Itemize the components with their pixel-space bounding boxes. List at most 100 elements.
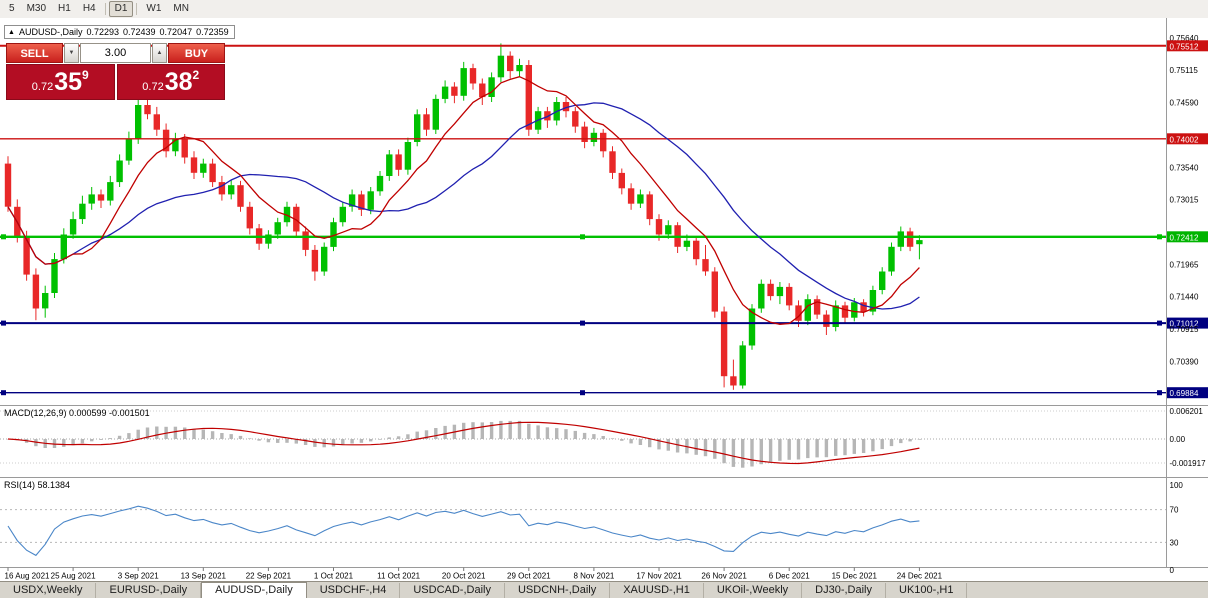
buy-price-pips: 38 — [164, 68, 193, 96]
panel-separators — [0, 18, 1208, 568]
volume-input[interactable] — [80, 43, 151, 63]
svg-text:30: 30 — [1170, 538, 1179, 547]
svg-text:17 Nov 2021: 17 Nov 2021 — [636, 572, 682, 581]
svg-text:29 Oct 2021: 29 Oct 2021 — [507, 572, 551, 581]
svg-text:0.71012: 0.71012 — [1170, 320, 1199, 329]
chart-tabs-bar: USDX,Weekly EURUSD-,Daily AUDUSD-,Daily USD… — [0, 581, 1208, 598]
line-handle[interactable] — [580, 234, 585, 240]
timeframe-button-h1[interactable]: H1 — [58, 3, 71, 14]
timeframe-toolbar: 5 M30 H1 H4 D1 W1 MN — [0, 0, 1208, 19]
chart-tab-xauusd[interactable]: XAUUSD-,H1 — [610, 583, 704, 598]
chart-marker-icon: ▲ — [8, 28, 15, 36]
sell-button[interactable]: SELL — [6, 43, 63, 63]
chart-title: ▲ AUDUSD-,Daily 0.72293 0.72439 0.72047 … — [4, 25, 235, 39]
macd-signal-line — [7, 421, 920, 465]
one-click-trading-panel: SELL ▼ ▲ BUY 0.72 35 9 0.72 38 — [6, 43, 225, 100]
rsi-level-lines — [0, 509, 1166, 543]
svg-text:0.72412: 0.72412 — [1170, 233, 1199, 242]
svg-text:20 Oct 2021: 20 Oct 2021 — [442, 572, 486, 581]
line-handle[interactable] — [1157, 234, 1162, 240]
timeframe-button-m30[interactable]: M30 — [26, 3, 47, 14]
chart-tab-uk100[interactable]: UK100-,H1 — [886, 583, 968, 598]
sell-price-point: 9 — [82, 68, 89, 82]
svg-text:0.006201: 0.006201 — [1170, 407, 1204, 416]
svg-text:0.73540: 0.73540 — [1170, 163, 1199, 172]
svg-text:0.70915: 0.70915 — [1170, 325, 1199, 334]
svg-text:22 Sep 2021: 22 Sep 2021 — [246, 572, 292, 581]
line-handle[interactable] — [1, 390, 6, 396]
chart-tab-ukoil[interactable]: UKOil-,Weekly — [704, 583, 803, 598]
svg-text:0.00: 0.00 — [1170, 435, 1186, 444]
svg-text:0.71440: 0.71440 — [1170, 293, 1199, 302]
price-axis-badge — [1167, 317, 1208, 329]
svg-text:3 Sep 2021: 3 Sep 2021 — [118, 572, 159, 581]
svg-text:0.69884: 0.69884 — [1170, 389, 1199, 398]
ohlc-low: 0.72047 — [159, 27, 193, 37]
line-handle[interactable] — [1, 320, 6, 326]
chart-tab-usdcad[interactable]: USDCAD-,Daily — [400, 583, 505, 598]
chart-tab-usdx[interactable]: USDX,Weekly — [0, 583, 97, 598]
svg-text:0.75640: 0.75640 — [1170, 34, 1199, 43]
rsi-axis[interactable]: 100 70 30 0 — [1170, 481, 1184, 575]
buy-button[interactable]: BUY — [168, 43, 225, 63]
svg-text:0.75512: 0.75512 — [1170, 42, 1199, 51]
price-axis-badge — [1167, 387, 1208, 399]
toolbar-separator — [104, 3, 106, 15]
toolbar-separator — [136, 3, 138, 15]
chart-tab-usdchf[interactable]: USDCHF-,H4 — [307, 583, 401, 598]
timeframe-button-d1[interactable]: D1 — [108, 1, 134, 17]
volume-decrease-button[interactable]: ▼ — [64, 43, 79, 63]
svg-text:-0.001917: -0.001917 — [1170, 459, 1207, 468]
line-handle[interactable] — [1157, 320, 1162, 326]
line-handle[interactable] — [580, 390, 585, 396]
svg-text:16 Aug 2021: 16 Aug 2021 — [5, 572, 50, 581]
svg-text:15 Dec 2021: 15 Dec 2021 — [832, 572, 878, 581]
chart-symbol-label: AUDUSD-,Daily — [18, 27, 83, 37]
buy-price-point: 2 — [192, 68, 200, 82]
spin-up-icon: ▲ — [156, 50, 163, 56]
line-handle[interactable] — [580, 320, 585, 326]
macd-axis[interactable]: 0.006201 0.00 -0.001917 — [1170, 407, 1207, 468]
sell-price-pips: 35 — [54, 68, 83, 96]
svg-text:26 Nov 2021: 26 Nov 2021 — [701, 572, 747, 581]
rsi-indicator-label: RSI(14) 58.1384 — [4, 480, 71, 490]
buy-price-prefix: 0.72 — [142, 81, 164, 93]
horizontal-line-objects[interactable] — [0, 44, 1166, 396]
svg-text:11 Oct 2021: 11 Oct 2021 — [377, 572, 421, 581]
svg-text:24 Dec 2021: 24 Dec 2021 — [897, 572, 943, 581]
svg-text:0.74002: 0.74002 — [1170, 135, 1199, 144]
svg-text:0.74590: 0.74590 — [1170, 99, 1199, 108]
svg-text:1 Oct 2021: 1 Oct 2021 — [314, 572, 354, 581]
sell-price-box[interactable]: 0.72 35 9 — [6, 64, 115, 100]
svg-text:0.75115: 0.75115 — [1170, 66, 1199, 75]
timeframe-button-mn[interactable]: MN — [173, 3, 189, 14]
chart-tab-usdcnh[interactable]: USDCNH-,Daily — [505, 583, 611, 598]
spin-down-icon: ▼ — [68, 50, 75, 56]
price-axis-badge — [1167, 231, 1208, 243]
svg-text:0: 0 — [1170, 566, 1175, 575]
date-axis[interactable]: 16 Aug 2021 25 Aug 2021 3 Sep 2021 13 Sep 2… — [5, 567, 943, 581]
price-axis-badge — [1167, 133, 1208, 145]
volume-increase-button[interactable]: ▲ — [152, 43, 167, 63]
ohlc-close: 0.72359 — [196, 27, 229, 37]
timeframe-button-w1[interactable]: W1 — [146, 3, 162, 14]
chart-tab-dj30[interactable]: DJ30-,Daily — [802, 583, 887, 598]
timeframe-button-h4[interactable]: H4 — [82, 3, 96, 14]
ohlc-open: 0.72293 — [86, 27, 119, 37]
chart-tab-audusd[interactable]: AUDUSD-,Daily — [201, 582, 307, 598]
chart-tab-eurusd[interactable]: EURUSD-,Daily — [96, 583, 202, 598]
line-handle[interactable] — [1, 234, 6, 240]
buy-price-box[interactable]: 0.72 38 2 — [116, 64, 225, 100]
macd-histogram — [6, 420, 922, 468]
svg-text:6 Dec 2021: 6 Dec 2021 — [769, 572, 810, 581]
line-handle[interactable] — [1157, 390, 1162, 396]
svg-text:13 Sep 2021: 13 Sep 2021 — [181, 572, 227, 581]
timeframe-button-5[interactable]: 5 — [9, 3, 15, 14]
svg-text:70: 70 — [1170, 506, 1179, 515]
svg-text:25 Aug 2021: 25 Aug 2021 — [51, 572, 96, 581]
moving-average-lines — [7, 76, 920, 325]
price-axis-badge — [1167, 40, 1208, 52]
